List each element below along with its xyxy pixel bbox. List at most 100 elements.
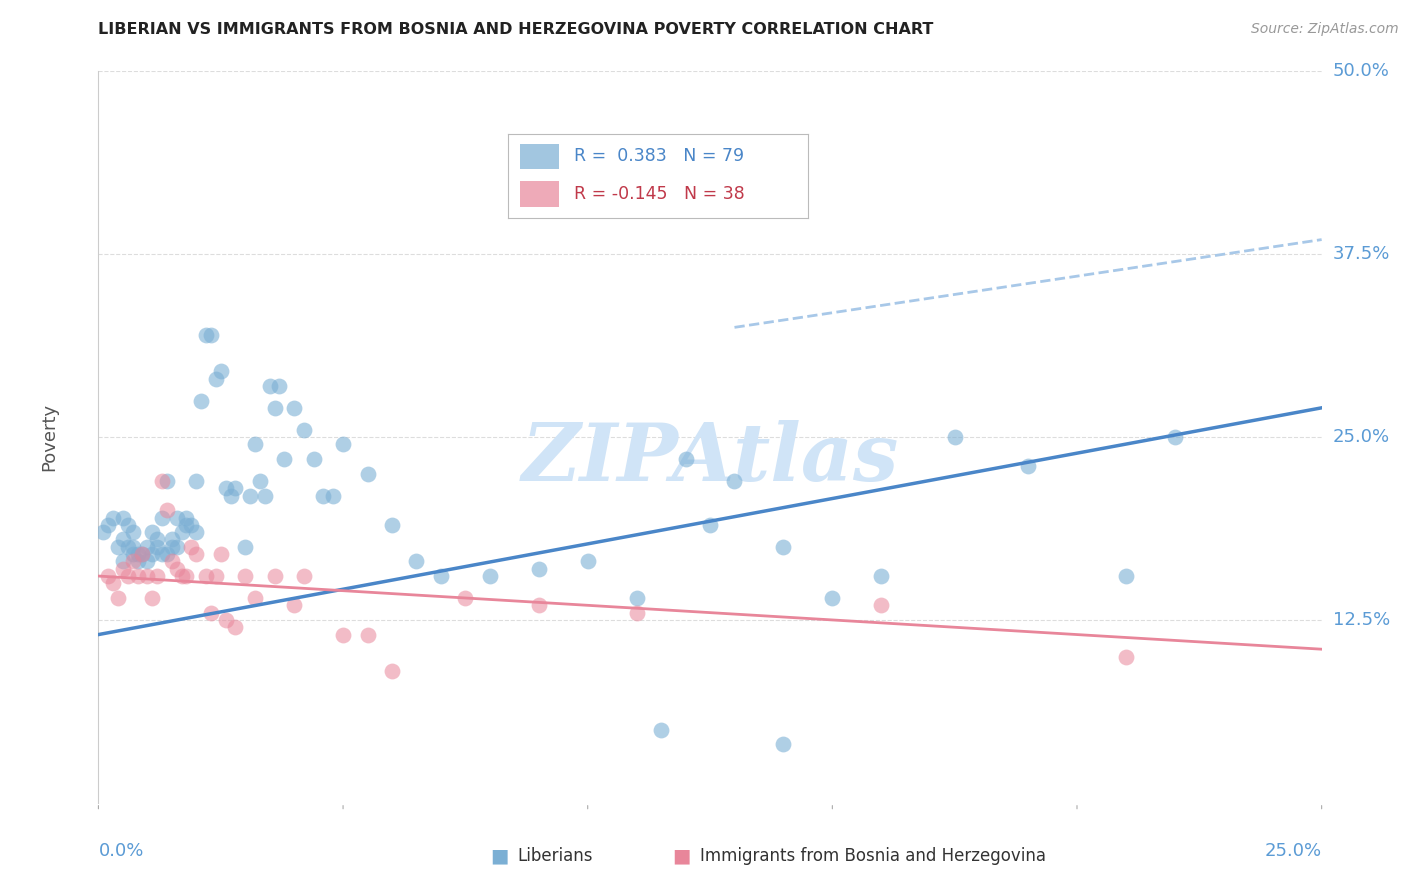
Point bbox=[723, 474, 745, 488]
Point bbox=[224, 620, 246, 634]
Point bbox=[160, 554, 183, 568]
Text: 25.0%: 25.0% bbox=[1333, 428, 1391, 446]
Point bbox=[127, 554, 149, 568]
Point bbox=[263, 401, 285, 415]
Point bbox=[107, 540, 129, 554]
Point bbox=[283, 599, 305, 613]
Point bbox=[243, 437, 266, 451]
Point bbox=[527, 562, 550, 576]
Point bbox=[675, 452, 697, 467]
Point bbox=[1164, 430, 1187, 444]
Point bbox=[205, 569, 228, 583]
Point bbox=[576, 145, 599, 159]
Point bbox=[141, 591, 163, 605]
Point bbox=[111, 554, 134, 568]
Text: Liberians: Liberians bbox=[517, 847, 593, 865]
Point bbox=[176, 510, 198, 524]
Point bbox=[141, 547, 163, 561]
Bar bbox=[520, 181, 560, 207]
Point bbox=[186, 525, 208, 540]
Point bbox=[111, 533, 134, 547]
Point bbox=[190, 393, 212, 408]
Point bbox=[166, 510, 188, 524]
Point bbox=[249, 474, 271, 488]
Point bbox=[772, 737, 794, 751]
Point bbox=[166, 562, 188, 576]
Point bbox=[454, 591, 477, 605]
Point bbox=[292, 423, 315, 437]
Point bbox=[180, 540, 202, 554]
Point bbox=[273, 452, 295, 467]
Point bbox=[91, 525, 114, 540]
Text: 50.0%: 50.0% bbox=[1333, 62, 1389, 80]
Point bbox=[121, 547, 143, 561]
Point bbox=[176, 569, 198, 583]
Text: Immigrants from Bosnia and Herzegovina: Immigrants from Bosnia and Herzegovina bbox=[700, 847, 1046, 865]
Point bbox=[121, 554, 143, 568]
Point bbox=[117, 569, 139, 583]
Point bbox=[233, 569, 256, 583]
Point bbox=[943, 430, 966, 444]
Point bbox=[150, 510, 173, 524]
Point bbox=[772, 540, 794, 554]
Point bbox=[150, 547, 173, 561]
Point bbox=[136, 554, 159, 568]
Point bbox=[150, 474, 173, 488]
Point bbox=[821, 591, 844, 605]
Point bbox=[1017, 459, 1039, 474]
Point bbox=[107, 591, 129, 605]
Point bbox=[170, 569, 193, 583]
Point bbox=[233, 540, 256, 554]
Point bbox=[626, 591, 648, 605]
Point bbox=[650, 723, 672, 737]
Point bbox=[214, 481, 236, 495]
Bar bbox=[520, 144, 560, 169]
Point bbox=[117, 517, 139, 532]
Point bbox=[312, 489, 335, 503]
Point bbox=[269, 379, 291, 393]
Point bbox=[131, 547, 153, 561]
Point bbox=[156, 474, 179, 488]
Point bbox=[176, 517, 198, 532]
Point bbox=[146, 569, 169, 583]
Point bbox=[200, 327, 222, 342]
Point bbox=[209, 547, 232, 561]
Point bbox=[136, 540, 159, 554]
Text: ■: ■ bbox=[489, 847, 509, 866]
Point bbox=[405, 554, 427, 568]
Point bbox=[224, 481, 246, 495]
Point bbox=[322, 489, 344, 503]
Point bbox=[1115, 649, 1137, 664]
Text: ZIPAtlas: ZIPAtlas bbox=[522, 420, 898, 498]
Text: LIBERIAN VS IMMIGRANTS FROM BOSNIA AND HERZEGOVINA POVERTY CORRELATION CHART: LIBERIAN VS IMMIGRANTS FROM BOSNIA AND H… bbox=[98, 22, 934, 37]
Point bbox=[136, 569, 159, 583]
Text: R =  0.383   N = 79: R = 0.383 N = 79 bbox=[574, 147, 744, 165]
Point bbox=[180, 517, 202, 532]
Point bbox=[101, 510, 124, 524]
Point bbox=[356, 627, 378, 641]
Point bbox=[186, 547, 208, 561]
Point bbox=[97, 569, 120, 583]
Point bbox=[166, 540, 188, 554]
Point bbox=[219, 489, 242, 503]
Point bbox=[127, 569, 149, 583]
Point bbox=[121, 540, 143, 554]
Point bbox=[430, 569, 453, 583]
Text: 0.0%: 0.0% bbox=[98, 842, 143, 860]
Text: ■: ■ bbox=[672, 847, 692, 866]
Point bbox=[209, 364, 232, 378]
Point bbox=[292, 569, 315, 583]
Point bbox=[111, 562, 134, 576]
Point bbox=[214, 613, 236, 627]
Point bbox=[186, 474, 208, 488]
Point bbox=[200, 606, 222, 620]
Point bbox=[156, 547, 179, 561]
Point bbox=[699, 517, 721, 532]
Point bbox=[141, 525, 163, 540]
Point bbox=[527, 599, 550, 613]
Text: 25.0%: 25.0% bbox=[1264, 842, 1322, 860]
Point bbox=[259, 379, 281, 393]
Text: 37.5%: 37.5% bbox=[1333, 245, 1391, 263]
Point bbox=[97, 517, 120, 532]
Point bbox=[160, 533, 183, 547]
